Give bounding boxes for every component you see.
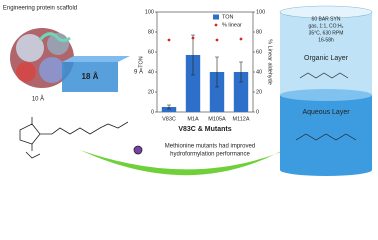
caption: Methionine mutants had improved: [165, 144, 255, 150]
point: [215, 38, 219, 42]
figure: Engineering protein scaffold 18 Å 9 Å 10…: [3, 5, 373, 176]
legend-marker: [213, 14, 219, 20]
reactor: [279, 5, 373, 176]
dimension-label: 9 Å: [134, 69, 143, 76]
y2-tick-label: 80: [256, 29, 262, 35]
layer-label: Organic Layer: [304, 55, 349, 62]
error-bar: [215, 56, 219, 88]
caption: hydroformylation performance: [170, 152, 250, 158]
y-tick-label: 100: [145, 9, 154, 15]
y2-tick-label: 40: [256, 69, 262, 75]
bar: [161, 107, 177, 112]
dimension-label: 10 Å: [32, 96, 44, 103]
conditions: 16-58h: [318, 37, 334, 43]
layer-label: Aqueous Layer: [302, 109, 350, 116]
x-tick-label: M105A: [208, 116, 226, 122]
bar: [209, 72, 225, 112]
bar: [185, 55, 201, 112]
point: [167, 38, 171, 42]
y-tick-label: 40: [148, 69, 154, 75]
legend-label: % linear: [222, 22, 242, 28]
bar: [233, 72, 249, 112]
chart: 0 20 40 60 80 100 0 20 40 60 80 100 TON % Linear alde…: [138, 9, 272, 132]
conditions: 60 BAR SYN: [312, 16, 341, 22]
x-tick-label: M1A: [187, 116, 199, 122]
y-tick-label: 0: [151, 109, 154, 115]
x-tick-label: V83C: [162, 116, 176, 122]
protein-title: Engineering protein scaffold: [3, 6, 77, 12]
error-bar: [191, 34, 195, 76]
error-bar: [167, 104, 171, 110]
y2-tick-label: 0: [256, 109, 259, 115]
y-tick-label: 80: [148, 29, 154, 35]
point: [239, 37, 243, 41]
dimension-label: 18 Å: [82, 72, 99, 81]
legend-marker: [214, 23, 218, 27]
x-tick-label: M112A: [232, 116, 249, 122]
conditions: gas, 1:1, CO:H₂: [308, 23, 343, 29]
molecule: [19, 117, 143, 159]
legend-label: TON: [222, 14, 234, 20]
y-tick-label: 20: [148, 89, 154, 95]
protein-image: [10, 28, 130, 92]
x-axis-title: V83C & Mutants: [178, 126, 231, 133]
y2-tick-label: 20: [256, 89, 262, 95]
point: [191, 36, 195, 40]
plot-frame: [156, 11, 254, 113]
y2-tick-label: 100: [256, 9, 265, 15]
conditions: 35°C, 630 RPM: [309, 30, 344, 36]
y-axis-title: TON: [138, 56, 144, 68]
y2-tick-label: 60: [256, 49, 262, 55]
error-bar: [239, 61, 243, 83]
y2-axis-title: % Linear aldehyde: [267, 39, 273, 85]
y-tick-label: 60: [148, 49, 154, 55]
